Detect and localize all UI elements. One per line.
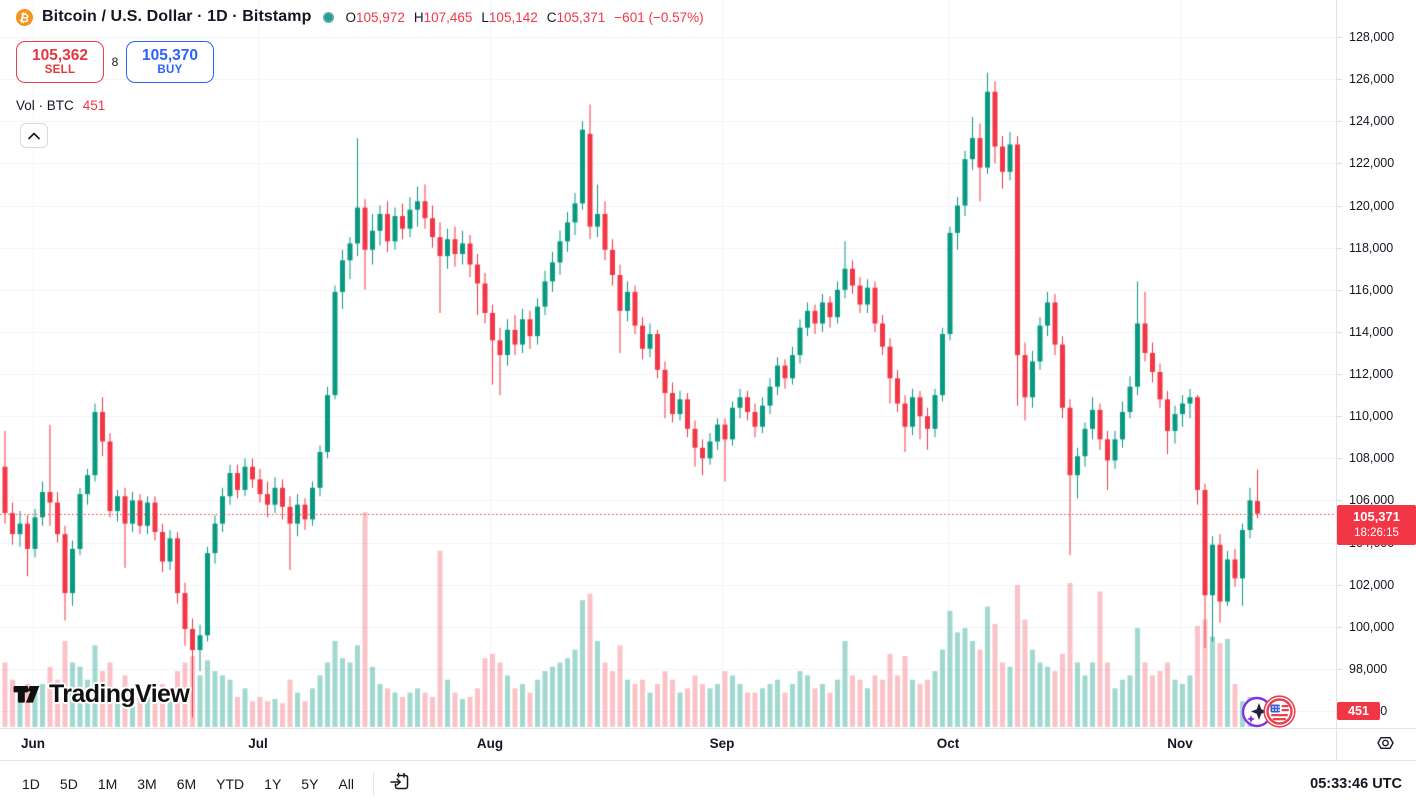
time-axis[interactable]: Jun Jul Aug Sep Oct Nov [0,729,1416,760]
price-axis-label: 124,000 [1349,114,1395,129]
price-axis-label: 118,000 [1349,240,1394,255]
open-label: O [345,9,357,25]
price-axis-label: 110,000 [1349,409,1394,424]
time-axis-label: Aug [476,736,504,751]
ohlc-values: O105,972 H107,465 L105,142 C105,371 −601… [346,10,713,25]
spread-value: 8 [111,55,119,69]
change-value: −601 (−0.57%) [614,9,704,25]
bitcoin-icon: ₿ [14,6,35,28]
price-axis[interactable]: 128,000 126,000 124,000 122,000 120,000 118,0… [1337,0,1416,728]
buy-label: BUY [157,64,183,77]
volume-axis-badge: 451 [1337,702,1380,720]
symbol-title[interactable]: Bitcoin / U.S. Dollar · 1D · Bitstamp [42,8,312,25]
range-button-5d[interactable]: 5D [50,770,88,798]
high-value: 107,465 [423,9,473,25]
sell-label: SELL [44,64,76,77]
volume-legend: Vol · BTC 451 [16,98,105,113]
range-button-3m[interactable]: 3M [127,770,166,798]
range-button-6m[interactable]: 6M [167,770,206,798]
time-axis-label: Jul [248,736,268,751]
price-axis-label: 116,000 [1349,282,1394,297]
price-axis-label: 122,000 [1349,156,1395,171]
trade-panel: 105,362 SELL 8 105,370 BUY [16,41,214,83]
range-button-5y[interactable]: 5Y [291,770,328,798]
range-button-1m[interactable]: 1M [88,770,127,798]
toolbar-divider [372,771,374,796]
price-axis-label: 102,000 [1349,577,1395,592]
volume-value: 451 [82,98,106,113]
chart-settings-button[interactable] [1375,733,1396,756]
price-axis-label: 108,000 [1349,451,1395,466]
tradingview-logo[interactable]: TradingView [12,679,190,709]
price-axis-label: 100,000 [1349,619,1395,634]
sell-button[interactable]: 105,362 SELL [16,41,104,83]
price-axis-label: 126,000 [1349,72,1395,87]
price-axis-label: 120,000 [1349,198,1395,213]
bar-countdown: 18:26:15 [1354,526,1399,539]
last-price-label: 105,371 18:26:15 [1337,504,1416,545]
volume-label: Vol · BTC [16,98,74,113]
collapse-pane-button[interactable] [20,123,48,148]
time-axis-border [0,728,1416,729]
price-axis-label: 114,000 [1349,324,1394,339]
sell-price: 105,362 [31,46,89,64]
price-axis-label: 106,000 [1349,493,1395,508]
utc-clock[interactable]: 05:33:46 UTC [1310,775,1402,792]
low-label: L [481,9,489,25]
low-value: 105,142 [488,9,538,25]
market-status-icon[interactable] [322,11,334,23]
open-value: 105,972 [356,9,405,25]
close-label: C [546,9,557,25]
us-flag-badge[interactable] [1263,695,1296,728]
tradingview-wordmark: TradingView [49,679,190,708]
high-label: H [413,9,424,25]
calendar-goto-icon [390,772,409,790]
tradingview-mark-icon [13,685,40,703]
buy-price: 105,370 [141,46,199,64]
time-axis-label: Oct [936,736,960,751]
bottom-toolbar: 1D 5D 1M 3M 6M YTD 1Y 5Y All 05:33:46 UT… [0,761,1416,806]
price-axis-border [1336,0,1337,760]
price-axis-label: 128,000 [1349,30,1395,44]
time-axis-label: Nov [1167,736,1193,751]
time-axis-label: Sep [709,736,735,751]
go-to-date-button[interactable] [383,767,417,800]
time-axis-label: Jun [20,736,46,751]
last-price-value: 105,371 [1353,509,1400,525]
buy-button[interactable]: 105,370 BUY [126,41,214,83]
range-button-ytd[interactable]: YTD [206,770,254,798]
close-value: 105,371 [556,9,606,25]
chart-header: ₿ Bitcoin / U.S. Dollar · 1D · Bitstamp … [14,4,713,30]
toolbar-border [0,760,1416,761]
us-flag-icon [1263,695,1296,728]
chevron-up-icon [28,132,40,139]
price-axis-label: 112,000 [1349,367,1394,382]
range-button-all[interactable]: All [328,770,364,798]
range-button-1d[interactable]: 1D [12,770,50,798]
gear-icon [1377,736,1394,750]
range-button-1y[interactable]: 1Y [254,770,291,798]
price-axis-label: 98,000 [1349,661,1388,676]
